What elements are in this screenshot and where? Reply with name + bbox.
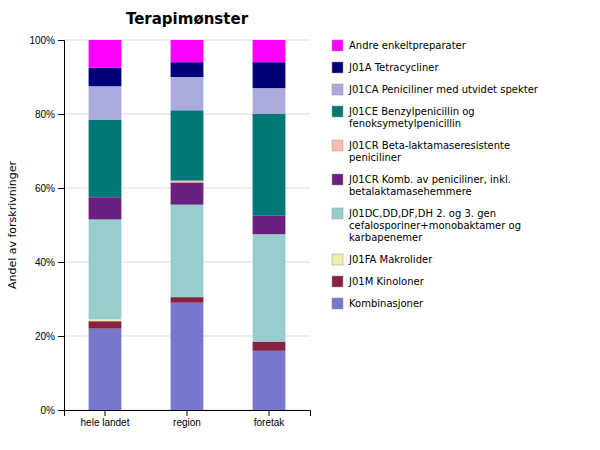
bar-segment — [89, 329, 122, 410]
legend-swatch — [332, 254, 343, 265]
legend-label: J01DC,DD,DF,DH 2. og 3. gencefalosporine… — [348, 208, 521, 243]
tick: 20% — [35, 331, 64, 342]
bar-segment — [253, 40, 286, 62]
series — [89, 205, 286, 342]
x-axis: hele landet region foretak — [65, 410, 311, 428]
bar-segment — [171, 303, 204, 410]
bar-segment — [253, 88, 286, 114]
tick: 80% — [35, 109, 64, 120]
legend-label: J01CA Peniciliner med utvidet spekter — [348, 84, 539, 95]
bar-segment — [171, 110, 204, 180]
legend-swatch — [332, 106, 343, 117]
legend-label: Andre enkeltpreparater — [349, 40, 467, 51]
legend-item: J01CR Beta-laktamaseresistentepeniciline… — [332, 140, 510, 163]
bars — [89, 40, 286, 410]
bar-segment — [253, 216, 286, 235]
bar-segment — [171, 40, 204, 62]
legend-swatch — [332, 40, 343, 51]
legend-item: J01DC,DD,DF,DH 2. og 3. gencefalosporine… — [332, 208, 521, 243]
tick-label: 20% — [35, 331, 55, 342]
tick: foretak — [254, 410, 286, 428]
tick: 60% — [35, 183, 64, 194]
series — [89, 40, 286, 68]
plot: 0% 20% 40% 60% 80% 100% hele landet region foret… — [29, 35, 310, 428]
tick-label: hele landet — [81, 417, 130, 428]
bar-segment — [89, 197, 122, 219]
tick-mark — [58, 114, 64, 115]
bar-segment — [89, 321, 122, 328]
legend-label: Kombinasjoner — [349, 298, 424, 309]
legend-label: J01CR Beta-laktamaseresistentepeniciline… — [348, 140, 510, 163]
series — [171, 181, 204, 183]
legend-item: Kombinasjoner — [332, 298, 424, 309]
tick-mark — [105, 410, 106, 416]
axis-title: Andel av forskrivninger — [6, 160, 19, 289]
tick: 0% — [41, 405, 64, 416]
tick-mark — [58, 262, 64, 263]
bar-segment — [253, 234, 286, 341]
bar-segment — [171, 182, 204, 204]
tick-label: foretak — [254, 417, 286, 428]
series — [89, 110, 286, 215]
bar-segment — [89, 219, 122, 319]
tick-mark — [58, 410, 64, 411]
legend-item: J01A Tetracycliner — [332, 62, 439, 73]
legend-label: J01CE Benzylpenicillin ogfenoksymetylpen… — [348, 106, 475, 129]
axis-domain — [58, 41, 65, 411]
legend-swatch — [332, 174, 343, 185]
legend-label: J01M Kinoloner — [348, 276, 425, 287]
bar-segment — [171, 62, 204, 77]
bar-segment — [171, 77, 204, 110]
legend: Andre enkeltpreparater J01A Tetracycliner… — [332, 40, 539, 309]
legend-swatch — [332, 208, 343, 219]
tick-label: 100% — [29, 35, 55, 46]
tick-mark — [58, 336, 64, 337]
axis-domain — [65, 411, 311, 417]
legend-swatch — [332, 298, 343, 309]
bar-segment — [253, 342, 286, 351]
legend-item: Andre enkeltpreparater — [332, 40, 467, 51]
bar-segment — [89, 68, 122, 87]
legend-swatch — [332, 62, 343, 73]
tick-mark — [58, 188, 64, 189]
tick: 100% — [29, 35, 64, 46]
legend-item: J01CE Benzylpenicillin ogfenoksymetylpen… — [332, 106, 475, 129]
y-axis: 0% 20% 40% 60% 80% 100% — [29, 35, 64, 416]
bar-segment — [253, 351, 286, 410]
bar-segment — [89, 86, 122, 119]
tick-label: 60% — [35, 183, 55, 194]
legend-item: J01CR Komb. av peniciliner, inkl.betalak… — [332, 174, 511, 197]
legend-swatch — [332, 140, 343, 151]
bar-segment — [253, 114, 286, 216]
tick-label: 0% — [41, 405, 56, 416]
tick-label: region — [173, 417, 201, 428]
legend-item: J01FA Makrolider — [332, 254, 433, 265]
tick: hele landet — [81, 410, 130, 428]
legend-label: J01A Tetracycliner — [348, 62, 439, 73]
legend-item: J01M Kinoloner — [332, 276, 425, 287]
legend-swatch — [332, 84, 343, 95]
bar-segment — [171, 297, 204, 303]
tick-label: 40% — [35, 257, 55, 268]
title: Terapimønster — [126, 10, 249, 28]
tick-mark — [58, 40, 64, 41]
legend-label: J01FA Makrolider — [348, 254, 433, 265]
bar-segment — [89, 40, 122, 68]
tick-mark — [269, 410, 270, 416]
bar-segment — [89, 319, 122, 321]
tick-mark — [187, 410, 188, 416]
grid — [64, 40, 310, 410]
legend-label: J01CR Komb. av peniciliner, inkl.betalak… — [348, 174, 511, 197]
tick-label: 80% — [35, 109, 55, 120]
legend-item: J01CA Peniciliner med utvidet spekter — [332, 84, 539, 95]
chart: 0% 20% 40% 60% 80% 100% hele landet region foret… — [0, 0, 600, 450]
tick: region — [173, 410, 201, 428]
bar-segment — [171, 205, 204, 298]
series — [89, 319, 122, 321]
bar-segment — [253, 62, 286, 88]
legend-swatch — [332, 276, 343, 287]
tick: 40% — [35, 257, 64, 268]
bar-segment — [171, 181, 204, 183]
bar-segment — [89, 120, 122, 198]
